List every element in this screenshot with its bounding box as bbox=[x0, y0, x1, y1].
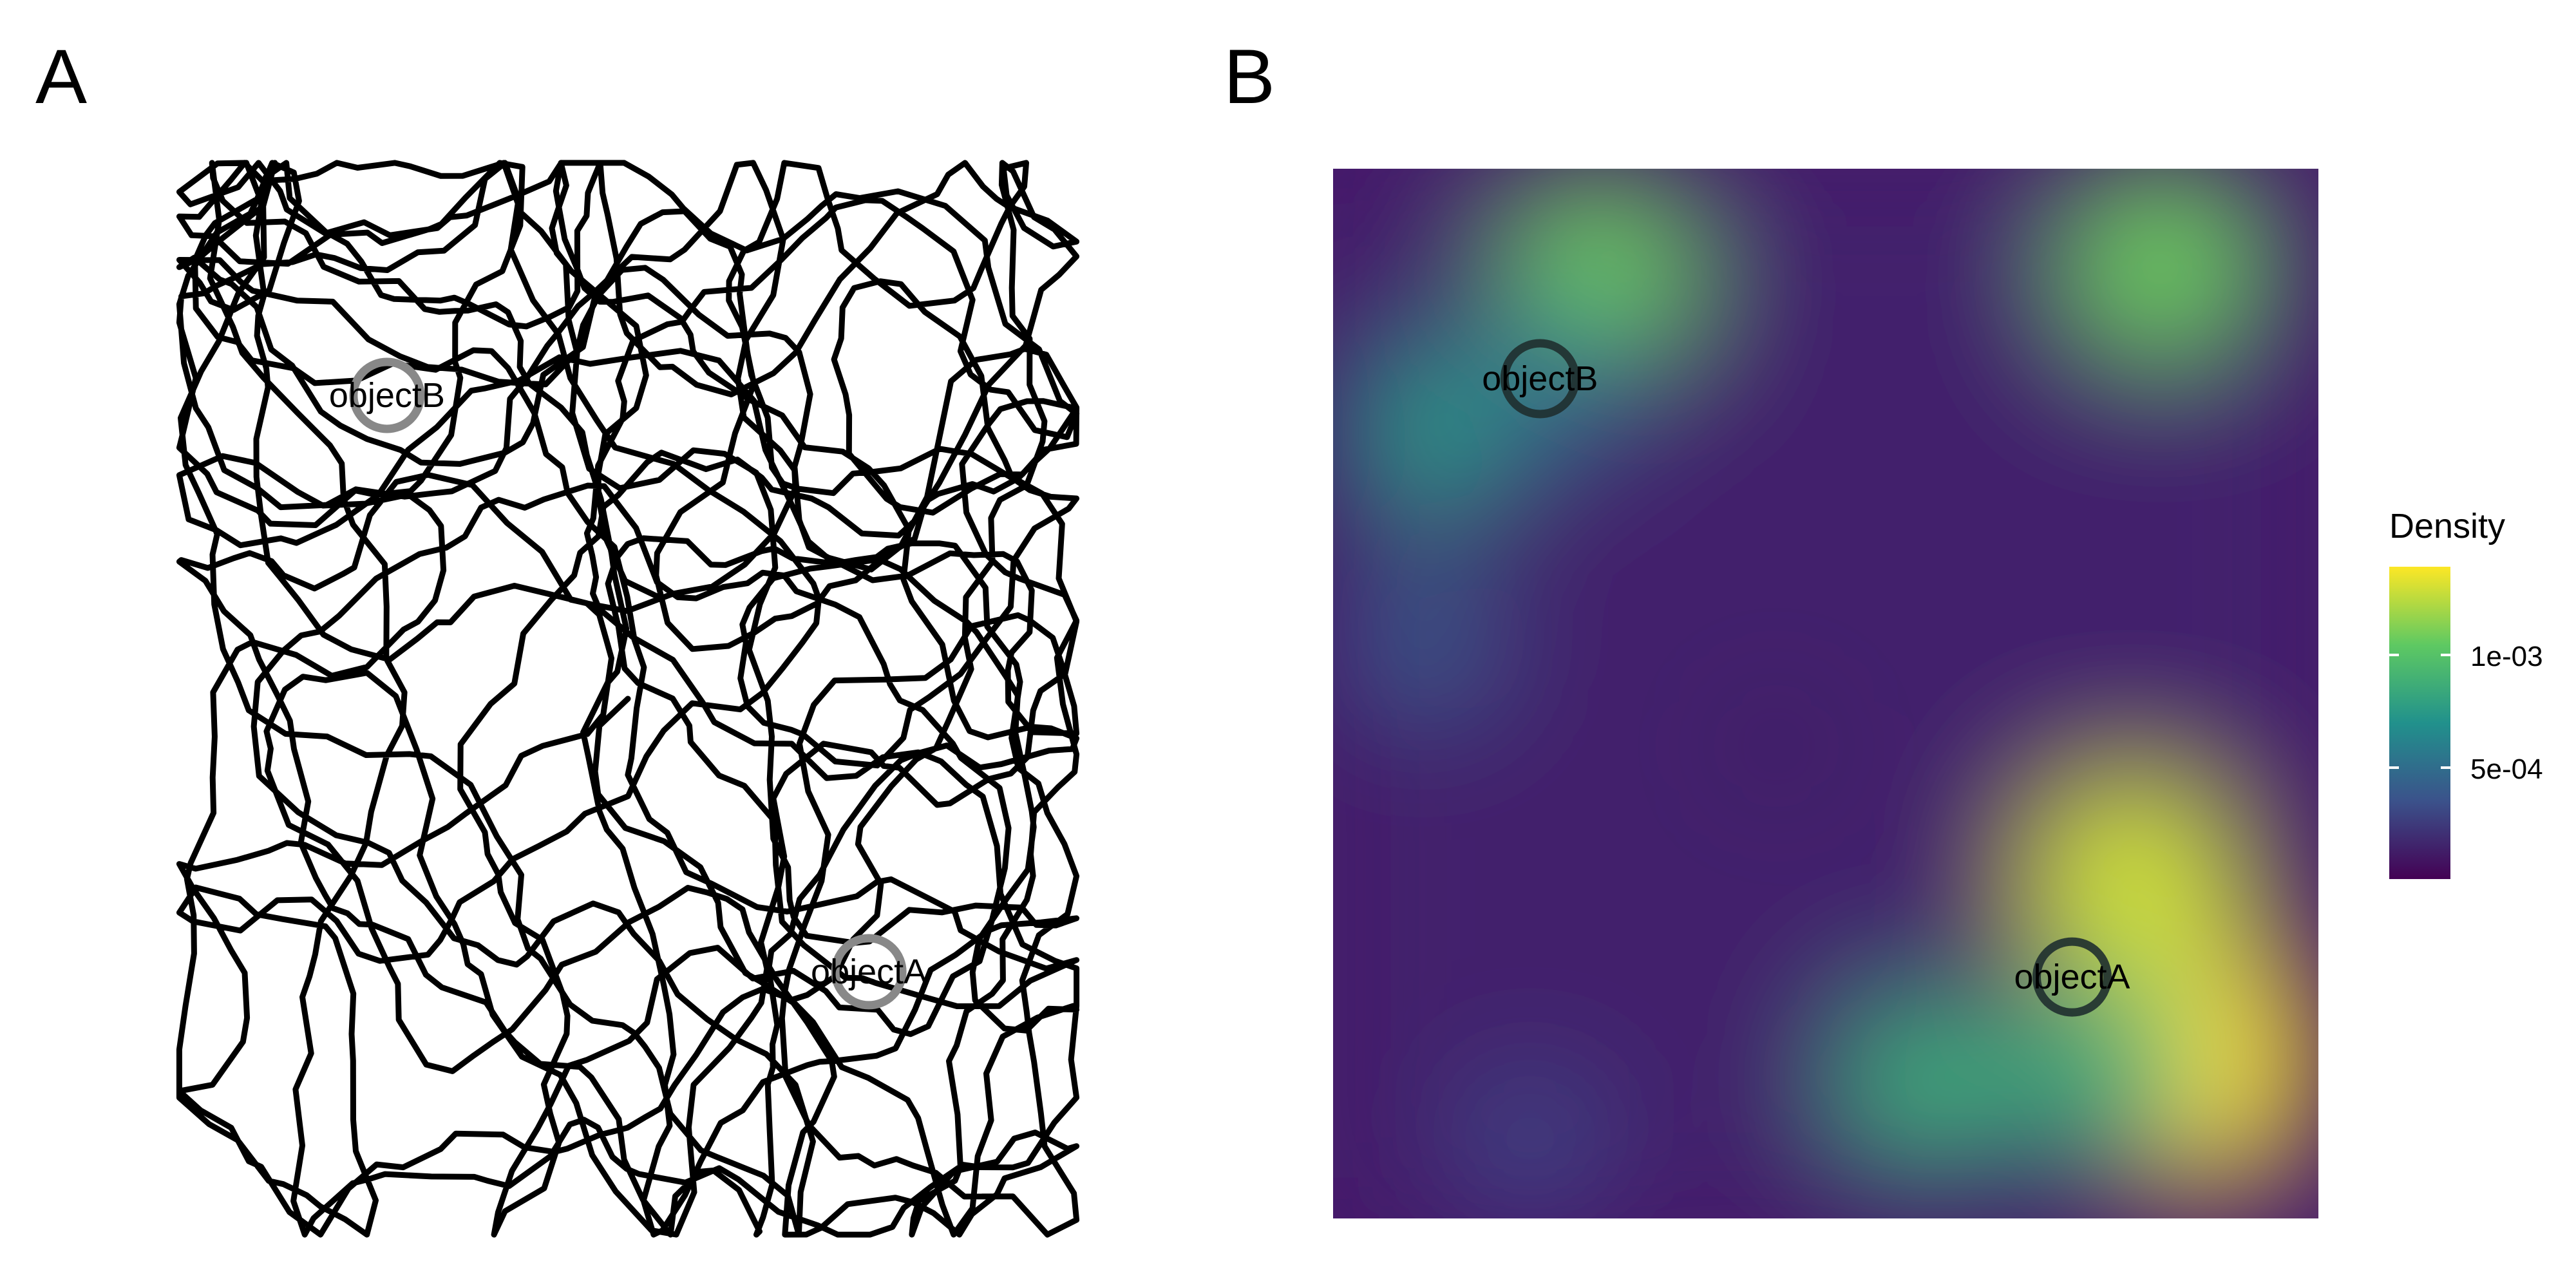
density-hotspot-10 bbox=[1719, 689, 1833, 803]
density-hotspots bbox=[1333, 169, 2318, 1218]
panel-b-label: B bbox=[1224, 33, 1275, 120]
density-hotspot-2 bbox=[2006, 976, 2197, 1167]
legend-colorbar bbox=[2389, 567, 2450, 879]
panel-b-object-objectA-label: objectA bbox=[2014, 958, 2130, 996]
legend-tick-label-5e-04: 5e-04 bbox=[2470, 753, 2543, 785]
panel-a-object-objectA-label: objectA bbox=[811, 952, 927, 991]
panel-a-label: A bbox=[35, 33, 87, 120]
legend-title: Density bbox=[2389, 507, 2505, 545]
legend-tick-label-1e-03: 1e-03 bbox=[2470, 641, 2543, 672]
trajectory-path bbox=[176, 160, 1080, 1238]
panel-b-object-objectB-marker bbox=[1500, 339, 1580, 419]
density-hotspot-7 bbox=[1471, 299, 1629, 458]
panel-b-density: B objectA objectB bbox=[1224, 33, 2318, 1218]
trajectory-line bbox=[176, 160, 1080, 1238]
density-heatmap bbox=[1333, 169, 2318, 1218]
panel-a-objects: objectA objectB bbox=[329, 357, 927, 1010]
panel-b-objects: objectA objectB bbox=[1482, 339, 2130, 1017]
panel-a-trajectory: A objectA objectB bbox=[35, 33, 1080, 1238]
panel-a-object-objectB-marker bbox=[349, 357, 425, 433]
density-hotspot-8 bbox=[1348, 567, 1495, 715]
density-hotspot-9 bbox=[1462, 1077, 1598, 1213]
density-legend: Density 1e-03 5e-04 bbox=[2389, 507, 2543, 879]
panel-a-object-objectB-label: objectB bbox=[329, 376, 445, 415]
density-hotspot-5 bbox=[2054, 169, 2267, 370]
density-hotspot-3 bbox=[1829, 987, 2020, 1177]
panel-b-object-objectA-marker bbox=[2032, 937, 2112, 1017]
panel-a-object-objectA-marker bbox=[831, 934, 907, 1010]
panel-b-object-objectB-label: objectB bbox=[1482, 359, 1598, 398]
